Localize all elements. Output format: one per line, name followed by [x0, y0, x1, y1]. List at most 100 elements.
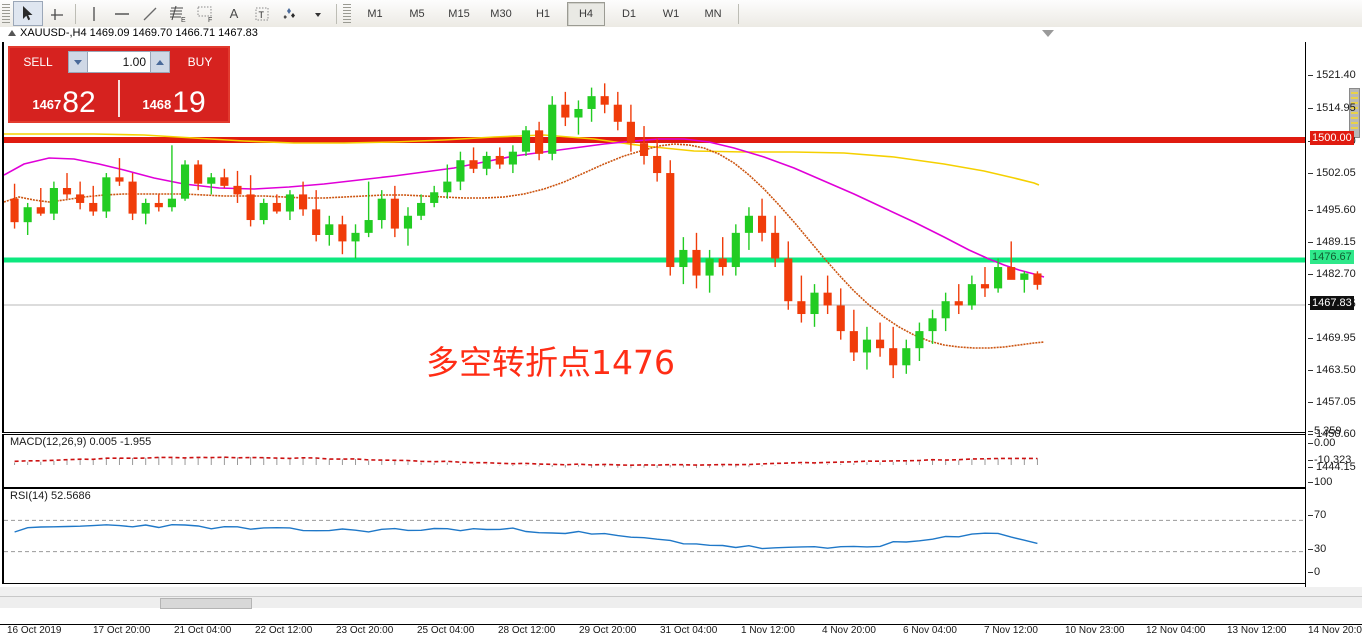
fibonacci-icon[interactable]: E	[164, 2, 192, 25]
svg-text:T: T	[259, 10, 265, 20]
one-click-trading-panel[interactable]: SELL 1.00 BUY 1467 82 1468 19	[8, 46, 230, 123]
candle-body	[836, 305, 845, 332]
buy-label: BUY	[187, 55, 213, 69]
candle-body	[928, 318, 937, 332]
macd-chart-svg	[14, 456, 1038, 469]
candlestick-series	[10, 83, 1042, 379]
ma-yellow-line	[4, 133, 1040, 186]
candle-body	[757, 215, 767, 233]
price-tick-mark	[1308, 210, 1313, 211]
candle-body	[325, 224, 334, 235]
timeframe-grip[interactable]	[343, 3, 351, 24]
candle-body	[312, 209, 321, 235]
candle-body	[62, 188, 72, 195]
candle-body	[639, 143, 649, 156]
price-badge: 1467.83	[1310, 296, 1354, 310]
price-axis[interactable]: 1521.401514.951508.501502.051495.601489.…	[1305, 42, 1362, 587]
candle-body	[128, 181, 137, 214]
candle-body	[784, 258, 793, 302]
lot-increment-button[interactable]	[150, 51, 170, 73]
timeframe-w1[interactable]: W1	[662, 7, 680, 20]
candle-body	[233, 185, 242, 195]
price-tick-mark	[1308, 274, 1313, 275]
candle-body	[364, 220, 373, 233]
candle-body	[167, 198, 176, 208]
indicator-tick-mark	[1308, 515, 1313, 516]
candle-body	[954, 301, 963, 306]
price-badge: 1476.67	[1310, 250, 1354, 264]
text-icon[interactable]: A	[229, 6, 239, 21]
candle-body	[1033, 273, 1042, 285]
candle-body	[298, 194, 308, 210]
candle-body	[102, 177, 111, 212]
sell-button[interactable]: 1467 82	[10, 78, 118, 119]
time-tick-label: 14 Nov 20:00	[1308, 625, 1362, 636]
candle-body	[548, 104, 557, 154]
lot-decrement-button[interactable]	[68, 51, 88, 73]
timeframe-m5[interactable]: M5	[409, 7, 425, 20]
lot-size-stepper[interactable]: 1.00	[68, 51, 170, 73]
candle-body	[76, 194, 85, 203]
chart-up-arrow-icon	[8, 30, 16, 36]
time-axis[interactable]: 16 Oct 2019 17 Oct 20:00 21 Oct 04:00 22 Oc…	[0, 624, 1362, 638]
timeframe-m30[interactable]: M30	[490, 7, 512, 20]
candle-body	[626, 121, 635, 144]
cursor-icon[interactable]	[13, 1, 43, 26]
horizontal-scrollbar[interactable]	[0, 596, 1362, 609]
candle-body	[980, 284, 990, 289]
horizontal-line-icon[interactable]	[108, 2, 136, 25]
candle-body	[561, 104, 570, 118]
candle-body	[600, 96, 609, 105]
candle-body	[272, 202, 281, 212]
candle-body	[810, 292, 819, 315]
timeframe-m1[interactable]: M1	[367, 7, 383, 20]
price-tick-label: 1482.70	[1316, 268, 1356, 280]
indicator-tick-label: 0.00	[1314, 437, 1336, 449]
price-tick-mark	[1308, 467, 1313, 468]
time-tick-label: 17 Oct 20:00	[93, 625, 151, 636]
candle-body	[194, 164, 203, 184]
candle-body	[876, 339, 885, 349]
time-tick-label: 28 Oct 12:00	[498, 625, 556, 636]
collapse-chevron-icon[interactable]	[1042, 30, 1054, 37]
price-pane[interactable]: 多空转折点1476	[2, 42, 1308, 433]
candle-body	[613, 104, 622, 122]
candle-body	[141, 202, 150, 214]
timeframe-d1[interactable]: D1	[621, 7, 637, 20]
time-tick-label: 1 Nov 12:00	[741, 625, 795, 636]
rsi-pane[interactable]: RSI(14) 52.5686	[2, 488, 1308, 584]
candle-body	[417, 202, 426, 216]
timeframe-m15[interactable]: M15	[448, 7, 470, 20]
shapes-icon[interactable]	[276, 2, 304, 25]
time-tick-label: 31 Oct 04:00	[660, 625, 718, 636]
candle-body	[574, 108, 583, 118]
timeframe-mn[interactable]: MN	[704, 7, 722, 20]
time-tick-label: 21 Oct 04:00	[174, 625, 232, 636]
timeframe-h1[interactable]: H1	[535, 7, 551, 20]
price-tick-label: 1502.05	[1316, 167, 1356, 179]
channel-icon[interactable]: F	[192, 2, 220, 25]
toolbar: E F A T M1 M5 M15	[0, 0, 1362, 28]
time-tick-label: 7 Nov 12:00	[984, 625, 1038, 636]
time-tick-label: 25 Oct 04:00	[417, 625, 475, 636]
chevron-down-icon[interactable]	[304, 2, 332, 25]
crosshair-icon[interactable]	[43, 2, 71, 25]
price-axis-scroll-indicator[interactable]	[1349, 88, 1360, 138]
indicator-tick-label: 0	[1314, 566, 1321, 578]
candle-body	[849, 331, 858, 353]
timeframe-h4[interactable]: H4	[567, 1, 605, 26]
time-tick-label: 10 Nov 23:00	[1065, 625, 1125, 636]
text-label-icon[interactable]: T	[248, 2, 276, 25]
candle-body	[653, 155, 662, 174]
candle-body	[89, 202, 98, 212]
candle-body	[666, 173, 675, 268]
trendline-icon[interactable]	[136, 2, 164, 25]
scrollbar-thumb[interactable]	[160, 598, 252, 609]
macd-pane[interactable]: MACD(12,26,9) 0.005 -1.955	[2, 434, 1308, 488]
toolbar-grip[interactable]	[2, 3, 10, 24]
buy-button[interactable]: 1468 19	[120, 78, 228, 119]
lot-size-input[interactable]: 1.00	[88, 51, 150, 73]
vertical-line-icon[interactable]	[80, 2, 108, 25]
toolbar-separator-3	[738, 3, 739, 24]
toolbar-separator	[75, 3, 76, 24]
